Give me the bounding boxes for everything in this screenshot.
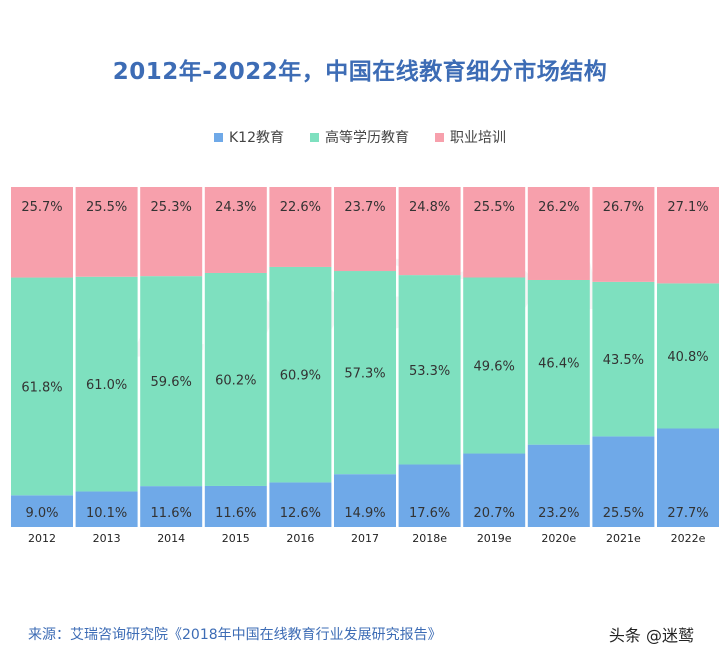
- bar-higher-education-2018e: [398, 275, 461, 465]
- data-label-vocational-training-2016: 22.6%: [280, 200, 321, 215]
- bar-k12-2015: [204, 485, 267, 527]
- x-tick-label-2017: 2017: [351, 532, 379, 545]
- stacked-bar-chart: 9.0% 61.8% 25.7% 2012 10.1% 61.0% 25.5% 2013 11.…: [11, 187, 719, 545]
- bar-k12-2019e: [463, 453, 526, 527]
- x-tick-label-2014: 2014: [157, 532, 185, 545]
- bar-vocational-training-2012: [11, 187, 73, 278]
- data-label-vocational-training-2019e: 25.5%: [474, 200, 515, 215]
- legend-swatch-higher-education: [310, 132, 319, 142]
- data-label-vocational-training-2014: 25.3%: [151, 200, 192, 215]
- bar-higher-education-2013: [75, 276, 138, 492]
- legend-swatch-vocational-training: [435, 132, 444, 142]
- bar-higher-education-2012: [11, 277, 73, 496]
- bar-vocational-training-2014: [140, 187, 203, 277]
- legend-item-k12: K12教育: [214, 127, 284, 147]
- data-label-higher-education-2021e: 43.5%: [603, 353, 644, 368]
- bar-k12-2022e: [657, 428, 719, 527]
- bar-k12-2020e: [527, 444, 590, 527]
- data-label-vocational-training-2022e: 27.1%: [667, 200, 708, 215]
- x-tick-label-2015: 2015: [222, 532, 250, 545]
- data-label-vocational-training-2017: 23.7%: [344, 200, 385, 215]
- legend-label-higher-education: 高等学历教育: [325, 130, 409, 146]
- legend-label-vocational-training: 职业培训: [450, 130, 506, 146]
- bar-k12-2013: [75, 491, 138, 527]
- data-label-vocational-training-2012: 25.7%: [21, 200, 62, 215]
- data-label-higher-education-2020e: 46.4%: [538, 356, 579, 371]
- legend-label-k12: K12教育: [229, 130, 284, 146]
- data-label-vocational-training-2013: 25.5%: [86, 200, 127, 215]
- bar-vocational-training-2016: [269, 187, 332, 267]
- data-label-k12-2021e: 25.5%: [603, 506, 644, 521]
- bar-k12-2018e: [398, 464, 461, 527]
- data-label-vocational-training-2015: 24.3%: [215, 200, 256, 215]
- bar-higher-education-2022e: [657, 283, 719, 429]
- data-label-higher-education-2018e: 53.3%: [409, 364, 450, 379]
- x-tick-label-2012: 2012: [28, 532, 56, 545]
- data-label-higher-education-2017: 57.3%: [344, 367, 385, 382]
- data-label-higher-education-2015: 60.2%: [215, 373, 256, 388]
- bar-k12-2012: [11, 495, 73, 527]
- bar-higher-education-2015: [204, 272, 267, 486]
- source-note: 来源：艾瑞咨询研究院《2018年中国在线教育行业发展研究报告》: [28, 627, 442, 643]
- x-tick-label-2016: 2016: [286, 532, 314, 545]
- data-label-k12-2014: 11.6%: [151, 506, 192, 521]
- x-tick-label-2018e: 2018e: [412, 532, 447, 545]
- bar-vocational-training-2019e: [463, 187, 526, 278]
- bar-vocational-training-2021e: [592, 187, 655, 282]
- x-tick-label-2013: 2013: [93, 532, 121, 545]
- data-label-k12-2012: 9.0%: [25, 506, 58, 521]
- bar-vocational-training-2018e: [398, 187, 461, 276]
- bar-k12-2021e: [592, 436, 655, 527]
- bar-higher-education-2021e: [592, 281, 655, 437]
- x-tick-label-2022e: 2022e: [671, 532, 706, 545]
- data-label-k12-2020e: 23.2%: [538, 506, 579, 521]
- data-label-k12-2018e: 17.6%: [409, 506, 450, 521]
- bar-k12-2017: [334, 474, 396, 527]
- legend-item-higher-education: 高等学历教育: [310, 127, 409, 147]
- bar-k12-2014: [140, 486, 203, 527]
- x-tick-label-2021e: 2021e: [606, 532, 641, 545]
- data-label-higher-education-2022e: 40.8%: [667, 350, 708, 365]
- data-label-k12-2022e: 27.7%: [667, 506, 708, 521]
- data-label-k12-2017: 14.9%: [344, 506, 385, 521]
- bar-higher-education-2017: [334, 271, 396, 475]
- legend-swatch-k12: [214, 132, 223, 142]
- chart-title: 2012年-2022年，中国在线教育细分市场结构: [112, 59, 608, 85]
- bar-vocational-training-2013: [75, 187, 138, 277]
- data-label-k12-2019e: 20.7%: [474, 506, 515, 521]
- bar-vocational-training-2022e: [657, 187, 719, 284]
- data-label-k12-2013: 10.1%: [86, 506, 127, 521]
- data-label-k12-2016: 12.6%: [280, 506, 321, 521]
- data-label-k12-2015: 11.6%: [215, 506, 256, 521]
- x-tick-label-2019e: 2019e: [477, 532, 512, 545]
- bar-k12-2016: [269, 482, 332, 527]
- bar-vocational-training-2020e: [527, 187, 590, 280]
- x-tick-label-2020e: 2020e: [541, 532, 576, 545]
- legend-item-vocational-training: 职业培训: [435, 127, 506, 147]
- chart-legend: K12教育 高等学历教育 职业培训: [0, 127, 720, 147]
- bar-higher-education-2014: [140, 276, 203, 487]
- bar-higher-education-2020e: [527, 279, 590, 445]
- data-label-higher-education-2014: 59.6%: [151, 375, 192, 390]
- bar-vocational-training-2015: [204, 187, 267, 273]
- data-label-vocational-training-2020e: 26.2%: [538, 200, 579, 215]
- data-label-higher-education-2016: 60.9%: [280, 369, 321, 384]
- data-label-vocational-training-2021e: 26.7%: [603, 200, 644, 215]
- bar-higher-education-2016: [269, 266, 332, 483]
- bar-vocational-training-2017: [334, 187, 396, 272]
- data-label-vocational-training-2018e: 24.8%: [409, 200, 450, 215]
- bar-higher-education-2019e: [463, 277, 526, 454]
- data-label-higher-education-2019e: 49.6%: [474, 360, 515, 375]
- data-label-higher-education-2012: 61.8%: [21, 380, 62, 395]
- brand-watermark: 头条 @迷鹫: [608, 626, 694, 645]
- data-label-higher-education-2013: 61.0%: [86, 378, 127, 393]
